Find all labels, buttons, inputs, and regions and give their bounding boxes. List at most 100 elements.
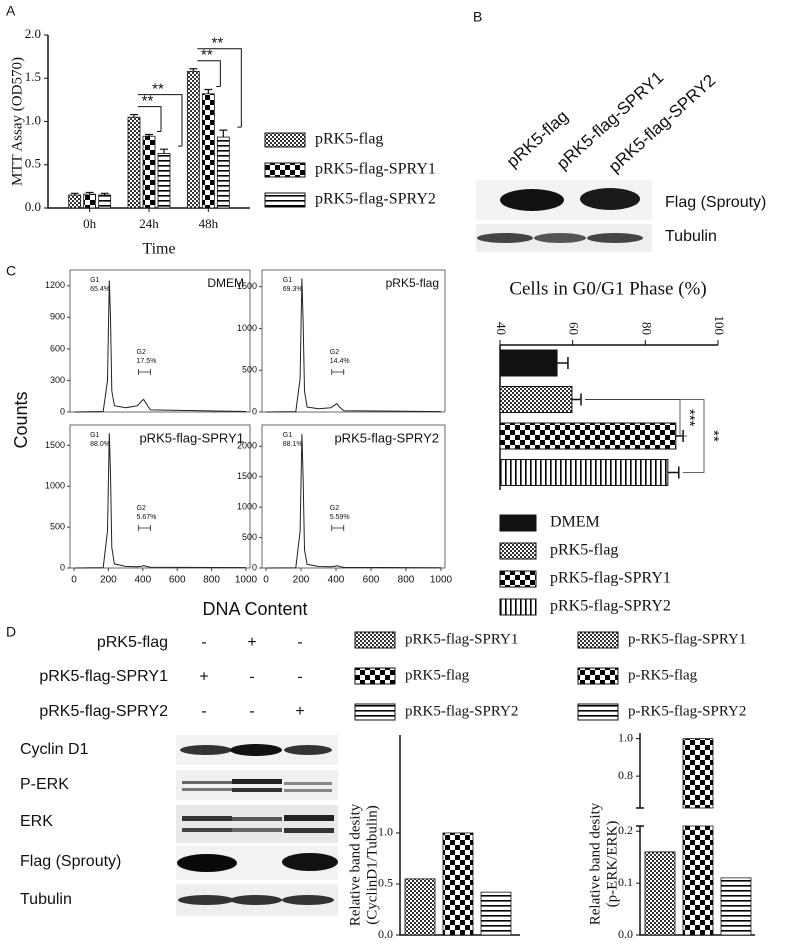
gate-pct: 14.4% [330,358,350,365]
panel-title: DMEM [207,276,244,290]
bracket [197,60,221,87]
legend-label: pRK5-flag-SPRY1 [550,570,671,587]
gate-pct: 88.0% [90,441,110,448]
x-tick-label: 600 [363,575,380,586]
y-tick-label: 0 [252,562,257,572]
annotation: ** [142,93,154,110]
x-tick-label: 1000 [430,575,453,586]
plot-frame [69,269,251,413]
bar [404,878,436,936]
y-axis-label: Relative band desity [587,802,603,925]
y-tick-label: 500 [242,365,257,375]
error-bar [219,129,228,138]
x-tick-label: 24h [139,216,159,231]
legend-label: DMEM [550,514,600,531]
y-tick-label: 600 [50,343,65,353]
y-tick-label: 0.1 [618,875,633,889]
legend-label: pRK5-flag-SPRY1 [315,161,436,178]
y-axis-label: MTT Assay (OD570) [9,57,25,186]
trace-line [73,280,247,413]
annotation: ** [152,81,164,98]
x-tick-label: 0h [83,216,97,231]
bar [442,832,474,936]
row-label: Tubulin [20,891,72,908]
panel-label: C [6,263,16,279]
legend-label: pRK5-flag [550,542,618,559]
sign: - [201,634,206,651]
x-tick-label: 48h [199,216,219,231]
bar [499,349,558,377]
x-tick-label: 400 [134,575,151,586]
condition-label: pRK5-flag [97,634,168,651]
y-tick-label: 1.0 [25,112,41,127]
row-label: Flag (Sprouty) [20,853,121,870]
legend-label: p-RK5-flag-SPRY2 [628,703,746,719]
legend-label: pRK5-flag-SPRY2 [405,703,518,719]
x-tick-label: 40 [494,322,509,335]
condition-label: pRK5-flag-SPRY2 [39,703,168,720]
axis-break [636,807,644,827]
y-tick-label: 0.0 [25,199,41,214]
x-tick-label: 60 [567,322,582,335]
bar [68,194,82,209]
bar [142,135,156,209]
sign: - [249,703,254,720]
bar [499,459,669,486]
row-label: Cyclin D1 [20,741,89,758]
annotation: ** [201,47,213,64]
bar [186,70,200,209]
error-bar [204,88,213,94]
legend-swatch [264,162,306,178]
legend-swatch [354,667,396,685]
panel-title: pRK5-flag-SPRY1 [139,430,244,445]
y-tick-label: 1.0 [618,730,633,744]
gate-name: G1 [90,432,99,439]
gate-name: G1 [283,277,292,284]
plot-frame [69,424,251,569]
gate-pct: 88.1% [283,441,303,448]
x-tick-label: 80 [639,322,654,335]
gate-name: G2 [137,505,146,512]
y-tick-label: 900 [50,312,65,322]
bracket [138,94,183,147]
gate-name: G2 [137,349,146,356]
legend-label: pRK5-flag [315,131,383,148]
legend-label: p-RK5-flag [628,667,698,683]
error-bar [145,133,153,137]
panel-label: D [6,624,16,640]
legend-label: p-RK5-flag-SPRY1 [628,631,746,647]
error-bar [100,192,109,196]
x-axis-label: DNA Content [202,599,307,619]
error-bar [85,191,94,195]
legend-label: pRK5-flag-SPRY2 [315,191,436,208]
panel-label: A [6,3,16,19]
y-tick-label: 1000 [237,502,257,512]
trace-line [265,278,442,413]
y-tick-label: 0 [60,562,65,572]
y-tick-label: 1000 [45,481,65,491]
error-bar [160,148,168,154]
bar [720,877,752,936]
panel-label: B [473,9,482,25]
y-tick-label: 1.5 [25,69,41,84]
bar [98,194,112,209]
y-tick-label: 2.0 [25,26,41,41]
y-tick-label: 1500 [237,281,257,291]
bar [83,193,97,209]
annotation: *** [681,409,698,427]
x-tick-label: 800 [398,575,415,586]
gate-pct: 69.3% [283,286,303,293]
gate-marker [138,369,151,375]
y-tick-label: 1200 [45,280,65,290]
blot-d [176,735,338,916]
sign: - [297,669,302,686]
bracket [138,106,162,132]
x-tick-label: 600 [169,575,186,586]
legend-swatch [577,631,619,649]
x-tick-label: 1000 [235,575,258,586]
sign: - [297,634,302,651]
y-tick-label: 0 [252,406,257,416]
y-axis-label: Relative band desity [347,803,363,926]
error-bar [667,466,680,479]
